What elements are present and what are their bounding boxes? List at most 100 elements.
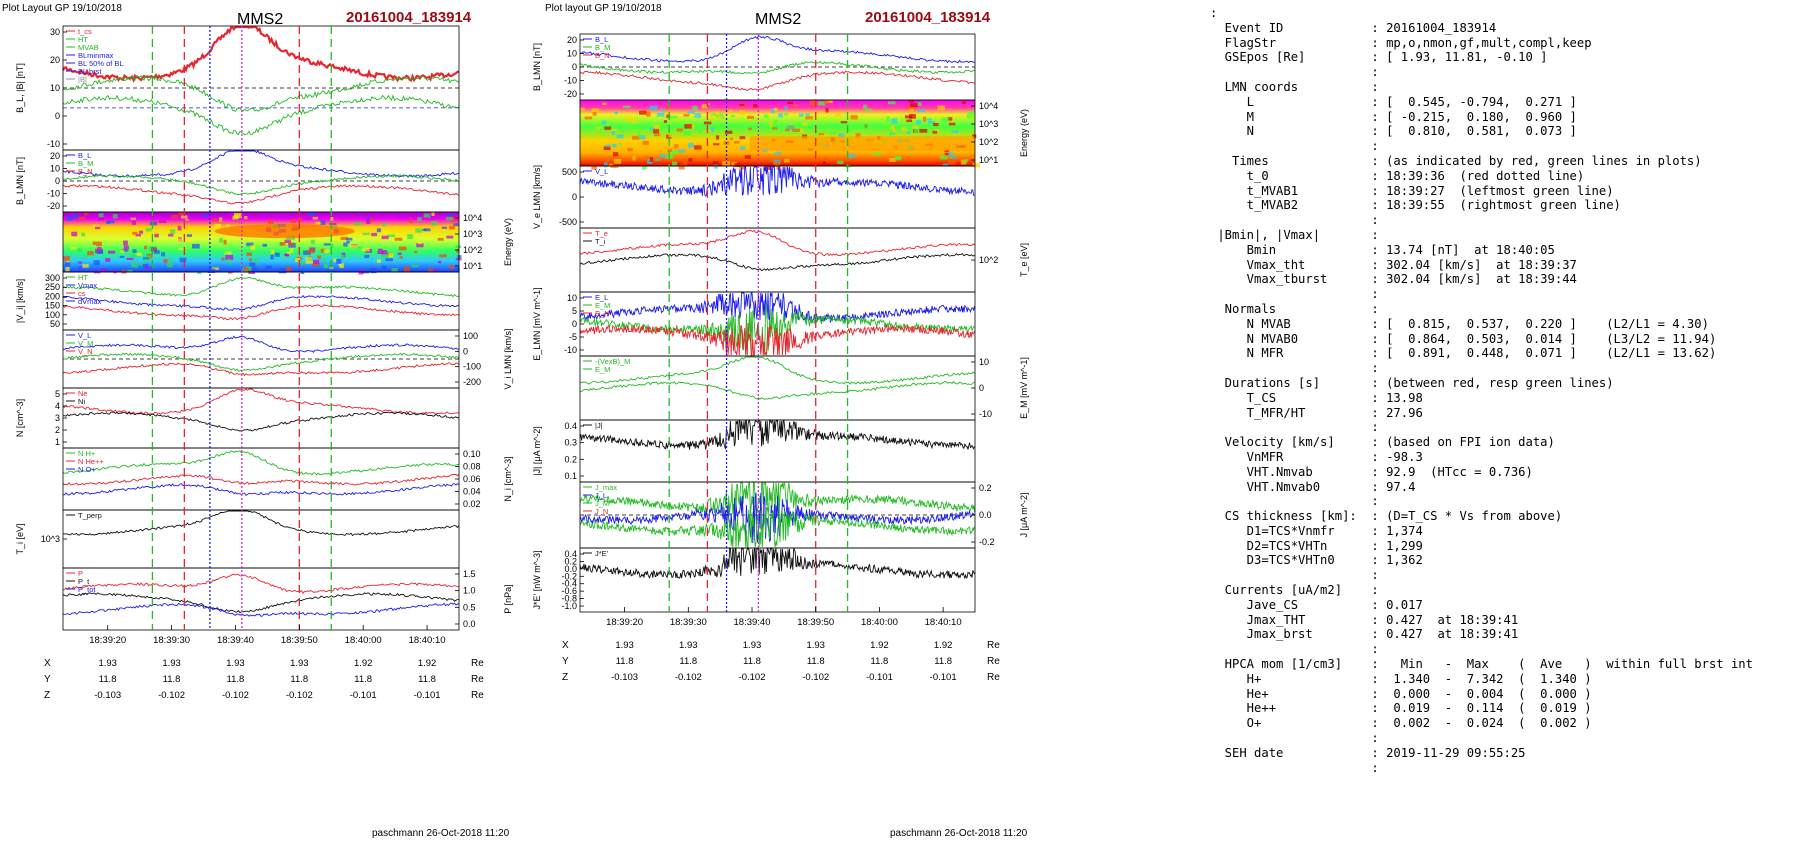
spectrogram-cell — [829, 131, 837, 135]
spectrogram-cell — [649, 127, 656, 131]
spectrogram-cell — [66, 215, 73, 221]
legend-label: Ne — [78, 389, 88, 398]
spectrogram-cell — [655, 158, 661, 161]
spectrogram-cell — [431, 212, 435, 216]
y-tick-label: 10^2 — [979, 255, 998, 265]
spectrogram-cell — [312, 216, 318, 220]
spectrogram-hotspot — [214, 224, 355, 239]
spectrogram-cell — [446, 213, 455, 217]
y-tick-label: 10^4 — [463, 213, 482, 223]
spectrogram-cell — [270, 250, 275, 255]
y-tick-label: 500 — [562, 167, 577, 177]
spectrogram-cell — [748, 127, 753, 131]
spectrogram-cell — [304, 257, 312, 260]
spectrogram-cell — [889, 158, 896, 162]
spectrogram-cell — [403, 266, 410, 272]
spectrogram-cell — [126, 257, 134, 260]
spectrogram-cell — [353, 222, 362, 226]
spectrogram-cell — [81, 232, 86, 237]
y-tick-label: 10^4 — [979, 101, 998, 111]
y-tick-label: -10 — [47, 139, 60, 149]
stack-plot-2: Plot layout GP 19/10/2018 MMS2 20161004_18… — [532, 3, 1029, 839]
y-tick-label: -10 — [564, 345, 577, 355]
spectrogram-cell — [185, 218, 189, 221]
spectrogram-cell — [310, 239, 315, 245]
legend-label: J_M — [595, 499, 609, 508]
legend-label: B_N — [595, 51, 610, 60]
y-tick-label: 200 — [45, 291, 60, 301]
spectrogram-cell — [801, 123, 808, 126]
spectrogram-cell — [944, 149, 950, 153]
time-tick-label: 18:39:30 — [153, 635, 190, 646]
spectrogram-cell — [197, 271, 202, 275]
spectrogram-cell — [739, 165, 746, 170]
spectrogram-cell — [616, 134, 624, 139]
position-value: -0.102 — [802, 672, 829, 683]
spectrogram-cell — [397, 252, 402, 256]
series-e-l — [579, 292, 975, 325]
time-tick-label: 18:39:50 — [797, 617, 834, 628]
spectrogram-cell — [317, 255, 321, 260]
spectrogram-cell — [225, 254, 234, 260]
spectrogram-cell — [820, 157, 829, 161]
position-value: 1.92 — [354, 658, 373, 669]
position-value: -0.102 — [675, 672, 702, 683]
spectrogram-cell — [364, 254, 370, 259]
spectrogram-cell — [916, 119, 921, 125]
spectrogram-cell — [278, 268, 287, 274]
spectrogram-cell — [219, 237, 224, 243]
spectrogram-cell — [863, 104, 868, 109]
spectrogram-cell — [738, 110, 746, 116]
spectrogram-cell — [591, 142, 596, 146]
spectrogram-cell — [703, 121, 712, 125]
spectrogram-cell — [949, 119, 954, 124]
spectrogram-cell — [432, 269, 439, 272]
position-value: 1.93 — [226, 658, 245, 669]
y-tick-label: 100 — [45, 310, 60, 320]
spectrogram-cell — [139, 230, 144, 234]
spectrogram-cell — [630, 118, 638, 124]
spectrogram-cell — [678, 149, 686, 153]
spectrogram-cell — [170, 229, 176, 234]
y-tick-label: -5 — [569, 332, 577, 342]
legend-label: HT — [78, 273, 88, 282]
spectrogram-cell — [834, 113, 842, 118]
spectrogram-cell — [912, 125, 919, 129]
legend-label: BL brst — [78, 67, 102, 76]
y-axis-label: Energy (eV) — [1019, 109, 1029, 157]
spectrogram-cell — [320, 220, 326, 226]
y-tick-label: 10^1 — [463, 261, 482, 271]
spectrogram-cell — [437, 237, 444, 241]
spectrogram-cell — [333, 258, 337, 262]
spectrogram-cell — [753, 104, 758, 108]
spectrogram-cell — [143, 259, 151, 262]
spectrogram-cell — [864, 108, 872, 111]
spectrogram-cell — [105, 258, 111, 262]
y-tick-label: 0 — [979, 383, 984, 393]
spectrogram-cell — [308, 212, 317, 216]
spectrogram-cell — [667, 149, 673, 152]
spectrogram-cell — [949, 122, 956, 126]
spectrogram-cell — [446, 235, 454, 239]
y-axis-label: E_M [mV m^-1] — [1019, 357, 1029, 419]
spectrogram-cell — [692, 105, 698, 111]
position-value: 1.93 — [162, 658, 181, 669]
y-axis-label: N [cm^-3] — [15, 399, 25, 437]
y-tick-label: 0 — [572, 192, 577, 202]
spectrogram-cell — [773, 161, 780, 166]
spectrogram-cell — [216, 224, 221, 227]
spectrogram-cell — [873, 152, 881, 156]
position-row-label: Z — [562, 672, 568, 683]
spectrogram-cell — [947, 117, 953, 121]
series-j-e- — [579, 547, 975, 580]
spectrogram-cell — [144, 245, 148, 250]
spectrogram-cell — [684, 124, 692, 129]
spectrogram-cell — [456, 249, 460, 253]
spectrogram-cell — [119, 255, 125, 259]
series-b-m — [580, 60, 975, 75]
spectrogram-cell — [906, 105, 915, 110]
series-ht — [63, 74, 460, 113]
y-tick-label: 0.2 — [564, 454, 577, 464]
spectrogram-cell — [284, 253, 289, 257]
